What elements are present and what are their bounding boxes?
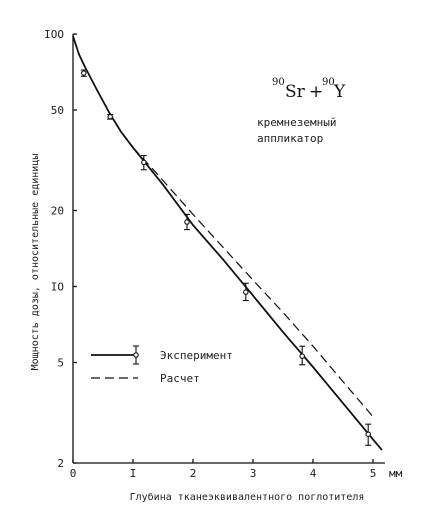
isotope-label: 90 Sr + 90 Y (272, 77, 346, 102)
data-point-marker (299, 353, 305, 359)
y-tick-label: 5 (57, 357, 64, 370)
x-tick-label: 2 (190, 467, 197, 480)
isotope-a-symbol: Sr (285, 82, 306, 102)
data-point-marker (107, 114, 113, 120)
measurement-point (299, 345, 306, 366)
y-tick-label: IOO (44, 28, 64, 41)
measurement-point (365, 423, 372, 446)
measurement-point (140, 155, 147, 171)
y-axis-label: Мощность дозы, относительные единицы (30, 154, 41, 371)
series-layer (72, 35, 383, 451)
x-tick-label: 4 (310, 467, 317, 480)
measurement-point (107, 113, 114, 120)
data-point-marker (243, 289, 249, 295)
measurement-point (80, 69, 87, 77)
annotation-line-1: кремнеземный (257, 116, 336, 129)
axes (72, 34, 385, 464)
x-tick-label: 3 (250, 467, 257, 480)
y-tick-label: 20 (51, 204, 64, 217)
measurement-point (242, 282, 249, 302)
y-tick-label: IO (51, 281, 64, 294)
legend-label-experiment: Эксперимент (160, 349, 233, 362)
measurement-point (184, 213, 190, 231)
data-point-marker (81, 70, 87, 76)
isotope-a-mass: 90 (272, 77, 285, 88)
series-experiment-line (72, 35, 383, 451)
legend-label-calc: Расчет (160, 372, 200, 385)
y-tick-label: 2 (57, 457, 64, 470)
series-calculation-line (132, 147, 374, 418)
x-tick-label: 0 (70, 467, 77, 480)
isotope-b-mass: 90 (322, 77, 335, 88)
y-tick-label: 50 (51, 104, 64, 117)
measurement-points (80, 69, 372, 446)
legend: Эксперимент Расчет (91, 345, 233, 385)
legend-point-swatch (133, 352, 139, 358)
x-tick-label: 5 (370, 467, 377, 480)
x-axis-ticks: 0 I 2 3 4 5 (70, 459, 377, 480)
isotope-plus: + (309, 82, 323, 102)
y-axis-ticks: IOO 50 20 IO 5 2 (44, 28, 77, 470)
data-point-marker (365, 431, 371, 437)
x-tick-label: I (130, 467, 137, 480)
x-axis-unit: мм (389, 467, 403, 480)
data-point-marker (141, 159, 147, 166)
x-axis-label: Глубина тканеэквивалентного поглотителя (130, 491, 365, 503)
annotation-line-2: аппликатор (257, 132, 323, 145)
data-point-marker (184, 219, 190, 225)
isotope-b-symbol: Y (333, 82, 346, 102)
